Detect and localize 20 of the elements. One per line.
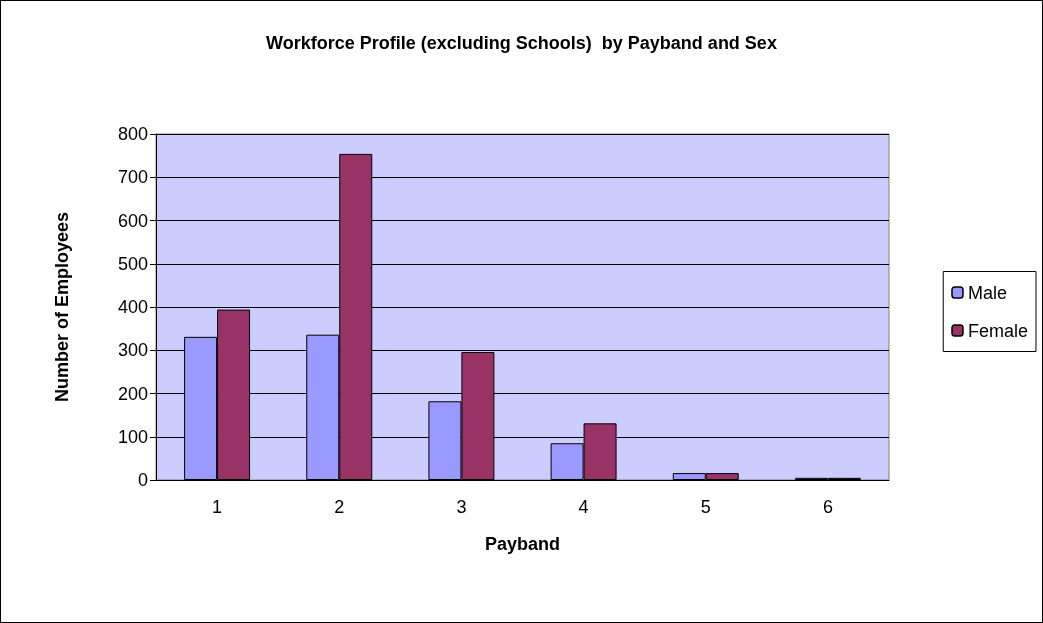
y-tick-label: 500 [117, 253, 148, 274]
x-tick-label: 2 [334, 497, 345, 517]
y-tick-label: 800 [117, 124, 148, 144]
y-tick-label: 600 [117, 210, 148, 231]
y-tick-label: 0 [137, 470, 148, 490]
x-tick-label: 4 [578, 497, 589, 517]
x-tick-label: 3 [456, 497, 467, 517]
y-axis-title: Number of Employees [52, 211, 72, 403]
legend-label: Male [967, 282, 1007, 303]
y-tick-label: 700 [117, 167, 148, 188]
x-tick-label: 5 [700, 497, 711, 517]
chart-title: Workforce Profile (excluding Schools) by Payband and Sex [266, 33, 777, 53]
x-tick-label: 1 [212, 497, 223, 517]
y-tick-label: 200 [117, 383, 148, 404]
x-axis-title: Payband [484, 534, 561, 554]
y-tick-label: 300 [117, 340, 148, 361]
y-tick-label: 100 [117, 426, 148, 447]
y-tick-label: 400 [117, 297, 148, 317]
legend-label: Female [967, 320, 1029, 341]
x-tick-label: 6 [822, 497, 833, 517]
